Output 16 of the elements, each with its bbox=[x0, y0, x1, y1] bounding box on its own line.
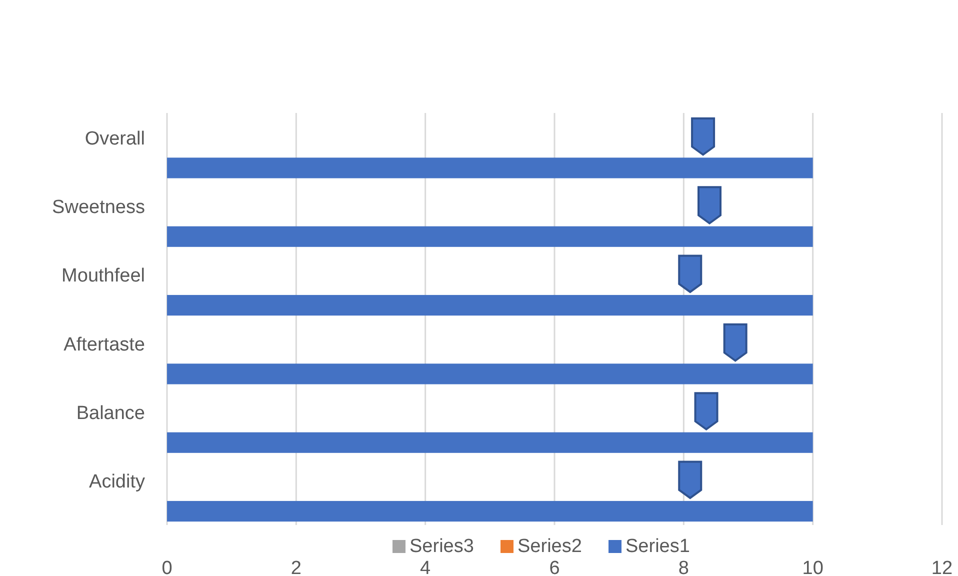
x-tick-label: 6 bbox=[549, 558, 560, 576]
y-tick-label: Mouthfeel bbox=[62, 266, 145, 287]
x-tick-label: 2 bbox=[290, 558, 302, 576]
y-tick-label: Overall bbox=[84, 128, 145, 150]
x-tick-label: 12 bbox=[931, 558, 953, 576]
y-tick-label: Acidity bbox=[89, 472, 146, 493]
x-tick-label: 10 bbox=[802, 558, 824, 576]
y-tick-label: Sweetness bbox=[52, 197, 145, 218]
x-tick-label: 4 bbox=[420, 558, 432, 576]
legend-label: Series3 bbox=[410, 536, 474, 558]
legend-label: Series2 bbox=[518, 536, 582, 558]
x-tick-label: 0 bbox=[162, 558, 172, 576]
x-tick-label: 8 bbox=[678, 558, 689, 576]
legend-label: Series1 bbox=[626, 536, 690, 558]
y-tick-label: Aftertaste bbox=[64, 334, 145, 356]
y-tick-label: Balance bbox=[76, 403, 145, 424]
